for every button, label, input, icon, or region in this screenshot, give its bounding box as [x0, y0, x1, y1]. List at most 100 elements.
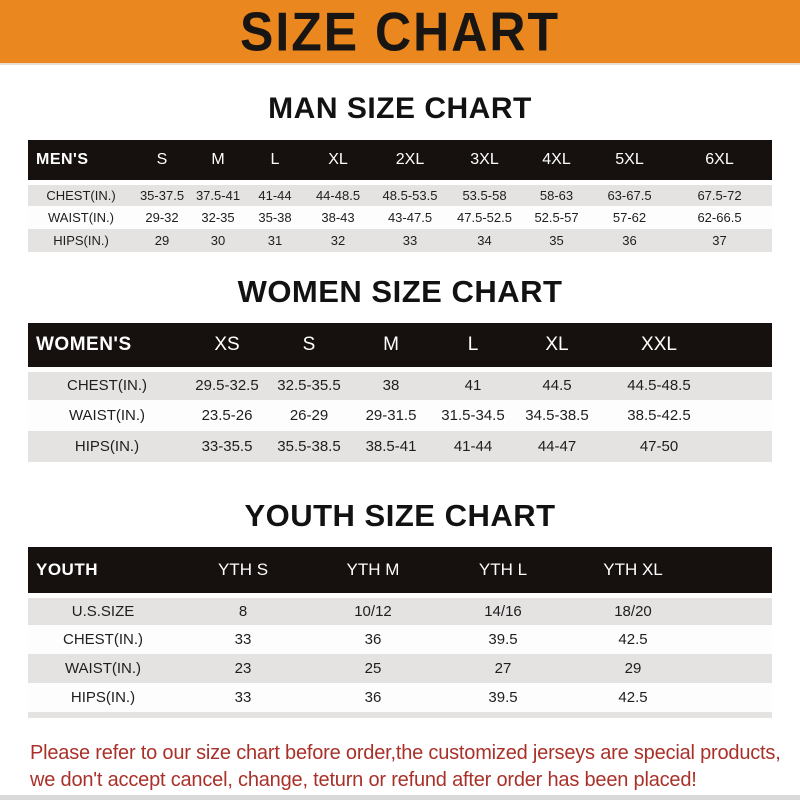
women-hips-in-s: 35.5-38.5	[277, 438, 341, 455]
order-note-line1: Please refer to our size chart before or…	[30, 741, 781, 764]
women-hips-in-xl: 44-47	[537, 438, 577, 455]
women-row-filler-cell	[718, 400, 772, 431]
women-size-col-xs: XS	[186, 322, 268, 372]
women-row-filler-cell	[718, 369, 772, 400]
youth-chest-in-yth-l: 39.5	[488, 630, 518, 648]
men-row-label-waist-in: WAIST(IN.)	[48, 209, 114, 225]
youth-waist-in-yth-m: 25	[364, 659, 382, 677]
men-row-waist-in: WAIST(IN.) 29-32 32-35 35-38 38-43 43-47.5 47.…	[28, 205, 772, 229]
youth-size-col-yth-s: YTH S	[178, 547, 308, 598]
women-size-col-l: L	[432, 322, 514, 372]
men-table-label: MEN'S	[28, 140, 134, 185]
youth-chest-in-yth-m: 36	[364, 630, 382, 648]
women-row-filler-cell	[718, 431, 772, 462]
youth-row-label-chest-in: CHEST(IN.)	[63, 630, 143, 648]
men-chest-in-3xl: 53.5-58	[462, 187, 507, 203]
men-waist-in-m: 32-35	[201, 209, 235, 225]
men-size-col-s: S	[134, 140, 190, 185]
order-note-line2: we don't accept cancel, change, teturn o…	[30, 768, 697, 791]
youth-header-row: YOUTH YTH S YTH M YTH L YTH XL	[28, 547, 772, 598]
men-hips-in-s: 29	[154, 232, 170, 248]
men-chest-in-5xl: 63-67.5	[607, 187, 652, 203]
men-chest-in-6xl: 67.5-72	[697, 187, 742, 203]
youth-hips-in-yth-xl: 42.5	[618, 688, 648, 706]
men-size-col-m: M	[190, 140, 246, 185]
men-waist-in-l: 35-38	[258, 209, 292, 225]
men-chest-in-s: 35-37.5	[139, 187, 185, 203]
youth-u-s-size-yth-m: 10/12	[354, 602, 392, 620]
youth-waist-in-yth-xl: 29	[624, 659, 642, 677]
women-hips-in-xs: 33-35.5	[201, 438, 253, 455]
women-chest-in-l: 41	[464, 377, 482, 395]
women-chest-in-xxl: 44.5-48.5	[627, 377, 691, 395]
women-header-row: WOMEN'S XS S M L XL XXL	[28, 322, 772, 372]
women-chest-in-m: 38	[382, 377, 400, 395]
youth-row-u-s-size: U.S.SIZE 8 10/12 14/16 18/20	[28, 595, 772, 625]
men-size-col-6xl: 6XL	[667, 140, 772, 185]
size-chart-banner: SIZE CHART	[0, 0, 800, 65]
men-hips-in-6xl: 37	[712, 232, 727, 248]
youth-row-label-waist-in: WAIST(IN.)	[64, 659, 142, 677]
youth-section-title: YOUTH SIZE CHART	[244, 498, 556, 533]
youth-waist-in-yth-l: 27	[494, 659, 512, 677]
youth-size-col-yth-l: YTH L	[438, 547, 568, 598]
women-waist-in-l: 31.5-34.5	[441, 407, 505, 424]
women-waist-in-s: 26-29	[289, 407, 329, 424]
men-size-col-3xl: 3XL	[448, 140, 521, 185]
women-row-chest-in: CHEST(IN.) 29.5-32.5 32.5-35.5 38 41 44.5 44.5…	[28, 369, 772, 400]
men-size-col-l: L	[246, 140, 304, 185]
men-hips-in-4xl: 35	[549, 232, 564, 248]
women-row-label-chest-in: CHEST(IN.)	[67, 377, 147, 395]
men-waist-in-2xl: 43-47.5	[387, 209, 433, 225]
men-row-chest-in: CHEST(IN.) 35-37.5 37.5-41 41-44 44-48.5 48.5…	[28, 182, 772, 206]
banner-title: SIZE CHART	[240, 0, 560, 63]
bottom-edge-strip	[0, 795, 800, 800]
men-size-col-5xl: 5XL	[592, 140, 667, 185]
youth-header-filler-cell	[698, 547, 772, 598]
women-waist-in-xl: 34.5-38.5	[525, 407, 589, 424]
youth-chest-in-yth-xl: 42.5	[618, 630, 648, 648]
youth-waist-in-yth-s: 23	[234, 659, 252, 677]
youth-table-label: YOUTH	[28, 547, 178, 598]
men-size-table: MEN'S S M L XL 2XL 3XL 4XL 5XL 6XL CHEST(IN.) 35-37…	[28, 140, 772, 252]
order-note: Please refer to our size chart before or…	[30, 740, 800, 794]
men-size-col-2xl: 2XL	[372, 140, 448, 185]
youth-row-filler-cell	[698, 625, 772, 654]
youth-table-bottom-strip	[28, 711, 772, 718]
men-chest-in-4xl: 58-63	[539, 187, 574, 203]
youth-row-chest-in: CHEST(IN.) 33 36 39.5 42.5	[28, 624, 772, 654]
women-size-col-xxl: XXL	[600, 322, 718, 372]
men-waist-in-5xl: 57-62	[612, 209, 647, 225]
men-waist-in-3xl: 47.5-52.5	[457, 209, 512, 225]
men-row-label-hips-in: HIPS(IN.)	[53, 232, 109, 248]
men-size-col-xl: XL	[304, 140, 372, 185]
women-row-hips-in: HIPS(IN.) 33-35.5 35.5-38.5 38.5-41 41-44 44-…	[28, 431, 772, 462]
men-waist-in-4xl: 52.5-57	[534, 209, 579, 225]
youth-row-label-hips-in: HIPS(IN.)	[70, 688, 136, 706]
youth-hips-in-yth-l: 39.5	[488, 688, 518, 706]
women-waist-in-xxl: 38.5-42.5	[627, 407, 691, 424]
youth-u-s-size-yth-s: 8	[238, 602, 248, 620]
men-row-label-chest-in: CHEST(IN.)	[46, 187, 116, 203]
men-hips-in-xl: 32	[330, 232, 346, 248]
youth-size-col-yth-xl: YTH XL	[568, 547, 698, 598]
men-waist-in-xl: 38-43	[321, 209, 355, 225]
youth-size-table: YOUTH YTH S YTH M YTH L YTH XL U.S.SIZE 8 10/12…	[28, 547, 772, 712]
women-row-label-hips-in: HIPS(IN.)	[74, 438, 140, 455]
youth-row-filler-cell	[698, 654, 772, 683]
men-chest-in-2xl: 48.5-53.5	[382, 187, 438, 203]
women-section-title: WOMEN SIZE CHART	[237, 273, 563, 309]
youth-row-waist-in: WAIST(IN.) 23 25 27 29	[28, 653, 772, 683]
men-chest-in-xl: 44-48.5	[315, 187, 361, 203]
youth-chest-in-yth-s: 33	[234, 630, 252, 648]
women-hips-in-xxl: 47-50	[639, 438, 679, 455]
women-row-waist-in: WAIST(IN.) 23.5-26 26-29 29-31.5 31.5-34.5 34…	[28, 400, 772, 431]
women-size-table: WOMEN'S XS S M L XL XXL CHEST(IN.) 29.5-32.5 32.5…	[28, 322, 772, 462]
men-chest-in-m: 37.5-41	[195, 187, 241, 203]
youth-size-col-yth-m: YTH M	[308, 547, 438, 598]
men-hips-in-l: 31	[267, 232, 283, 248]
youth-row-hips-in: HIPS(IN.) 33 36 39.5 42.5	[28, 682, 772, 712]
men-hips-in-3xl: 34	[477, 232, 492, 248]
men-hips-in-5xl: 36	[622, 232, 637, 248]
youth-hips-in-yth-m: 36	[364, 688, 382, 706]
